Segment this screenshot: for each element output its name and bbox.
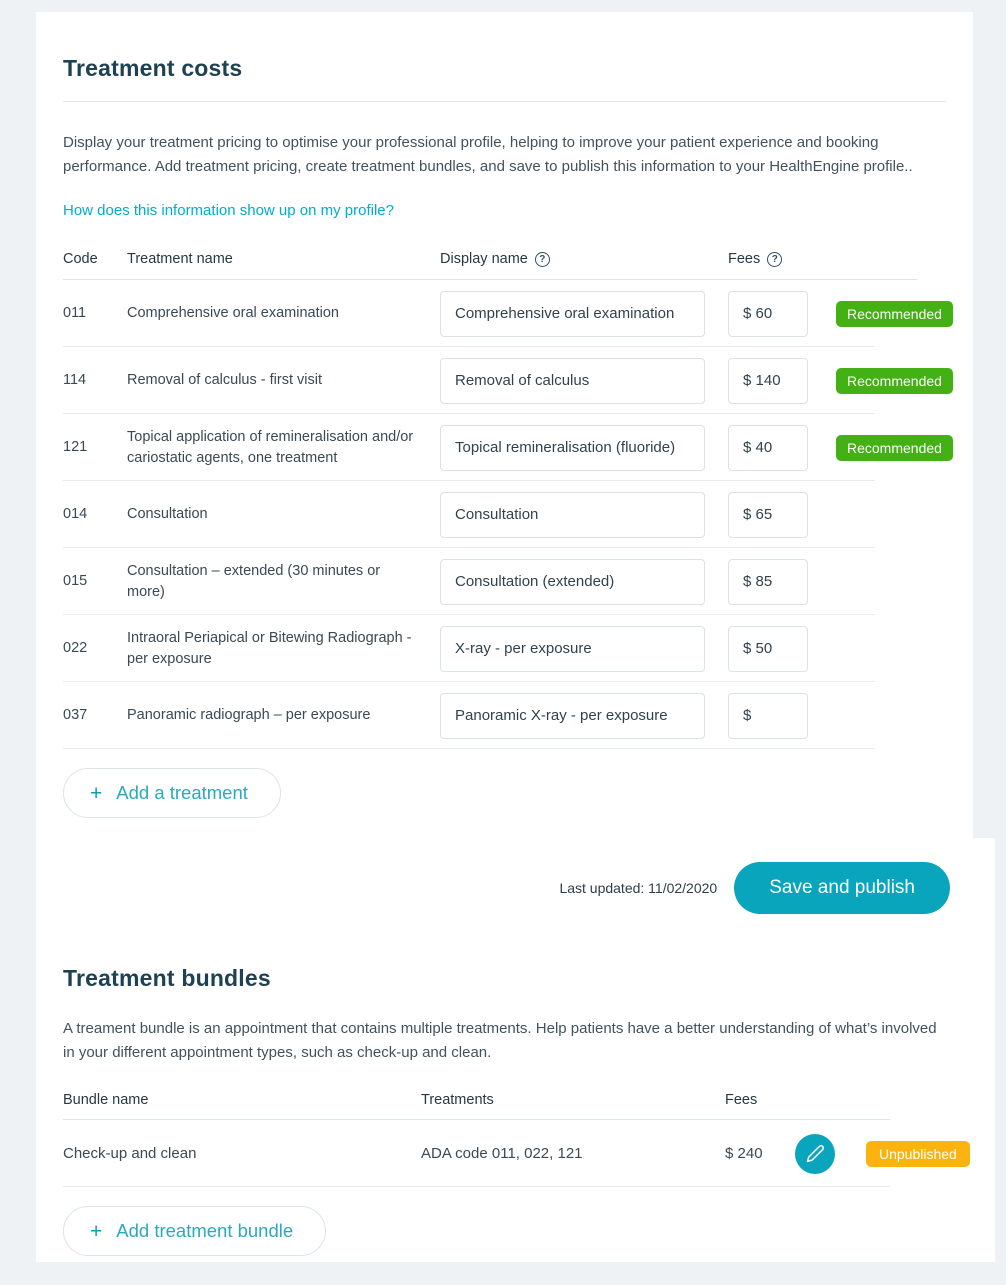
display-name-help-icon[interactable]: ? [534,251,550,267]
table-row: 121 Topical application of remineralisat… [63,414,953,481]
fee-input[interactable] [728,290,808,337]
table-row: 022 Intraoral Periapical or Bitewing Rad… [63,615,946,682]
treatment-name: Panoramic radiograph – per exposure [127,707,371,723]
recommended-badge: Recommended [836,300,953,327]
table-row: 011 Comprehensive oral examination Recom… [63,280,953,347]
bundle-fee: $ 240 [725,1145,763,1162]
treatment-code: 037 [63,707,88,723]
column-header-treatments: Treatments [421,1092,494,1108]
table-row: Check-up and clean ADA code 011, 022, 12… [63,1120,970,1187]
display-name-input[interactable] [440,424,705,471]
bundles-table-header: Bundle name Treatments Fees [63,1092,968,1120]
display-name-input[interactable] [440,357,705,404]
pencil-icon [806,1145,824,1163]
display-name-input[interactable] [440,558,705,605]
fee-input[interactable] [728,625,808,672]
treatment-code: 011 [63,305,87,321]
fee-input[interactable] [728,491,808,538]
treatment-code: 014 [63,506,88,522]
treatment-bundles-panel: Last updated: 11/02/2020 Save and publis… [36,838,995,1262]
treatment-name: Removal of calculus - first visit [127,372,322,388]
column-header-treatment-name: Treatment name [127,251,233,267]
treatment-name: Intraoral Periapical or Bitewing Radiogr… [127,629,412,667]
display-name-input[interactable] [440,625,705,672]
column-header-bundle-name: Bundle name [63,1092,149,1108]
table-row: 014 Consultation [63,481,946,548]
bundle-treatments: ADA code 011, 022, 121 [421,1145,583,1162]
treatments-table-header: Code Treatment name Display name ? Fees … [63,251,946,280]
column-header-code: Code [63,251,98,267]
add-treatment-bundle-button[interactable]: + Add treatment bundle [63,1206,327,1256]
fee-input[interactable] [728,692,808,739]
table-row: 015 Consultation – extended (30 minutes … [63,548,946,615]
title-divider [63,101,946,102]
treatment-costs-description: Display your treatment pricing to optimi… [63,134,913,175]
last-updated-text: Last updated: 11/02/2020 [559,880,718,896]
save-and-publish-button[interactable]: Save and publish [734,862,950,914]
table-row: 037 Panoramic radiograph – per exposure [63,682,946,749]
display-name-input[interactable] [440,491,705,538]
display-name-input[interactable] [440,692,705,739]
plus-icon: + [90,781,103,805]
treatment-code: 114 [63,372,87,388]
plus-icon: + [90,1219,103,1243]
column-header-display-name: Display name ? [440,251,728,267]
treatment-name: Topical application of remineralisation … [127,428,414,466]
unpublished-badge: Unpublished [866,1140,970,1167]
treatment-code: 022 [63,640,88,656]
column-header-fees: Fees ? [728,251,836,267]
fee-input[interactable] [728,357,808,404]
table-row: 114 Removal of calculus - first visit Re… [63,347,953,414]
save-row: Last updated: 11/02/2020 Save and publis… [63,862,968,914]
bundle-name: Check-up and clean [63,1145,197,1162]
add-treatment-label: Add a treatment [116,782,248,803]
treatment-code: 121 [63,439,88,455]
add-treatment-bundle-label: Add treatment bundle [116,1220,294,1241]
treatment-name: Comprehensive oral examination [127,305,339,321]
treatment-bundles-description: A treament bundle is an appointment that… [63,1020,937,1061]
treatment-costs-panel: Treatment costs Display your treatment p… [36,12,973,838]
edit-bundle-button[interactable] [795,1133,835,1174]
treatment-code: 015 [63,573,88,589]
page-title: Treatment costs [63,55,243,81]
display-name-input[interactable] [440,290,705,337]
treatment-bundles-title: Treatment bundles [63,965,271,991]
treatment-name: Consultation [127,506,208,522]
fees-help-icon[interactable]: ? [767,251,783,267]
fee-input[interactable] [728,558,808,605]
fee-input[interactable] [728,424,808,471]
profile-info-link[interactable]: How does this information show up on my … [63,202,394,219]
add-treatment-button[interactable]: + Add a treatment [63,768,281,818]
recommended-badge: Recommended [836,434,953,461]
treatment-name: Consultation – extended (30 minutes or m… [127,562,381,600]
column-header-bundle-fees: Fees [725,1092,758,1108]
recommended-badge: Recommended [836,367,953,394]
